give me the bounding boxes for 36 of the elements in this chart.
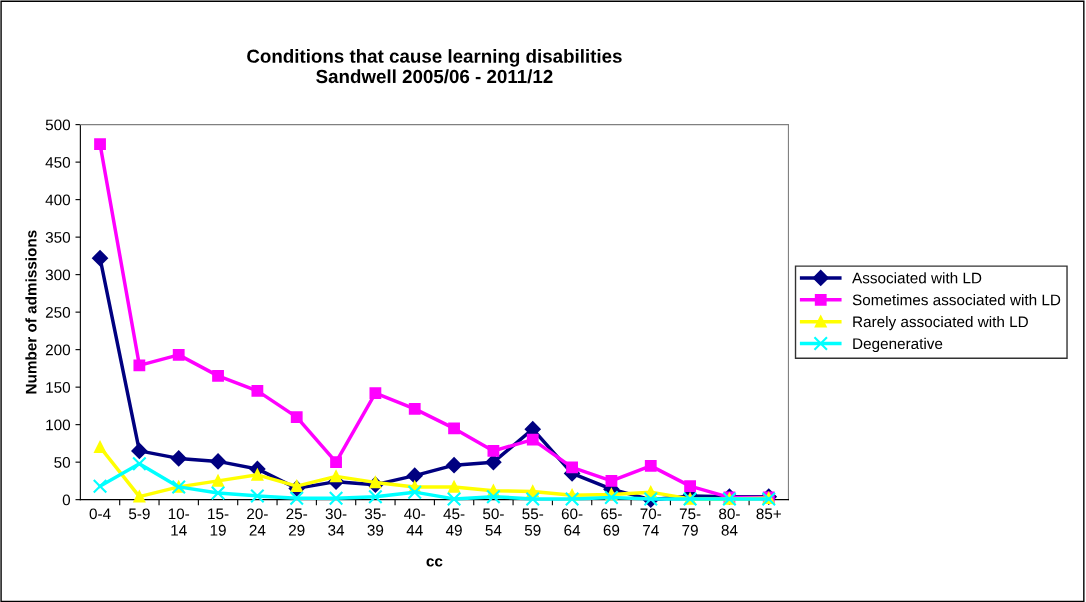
x-tick-label: 65- 69 [601,508,622,536]
x-tick-label: 35- 39 [364,508,386,536]
y-tick-label: 450 [45,156,71,168]
x-axis-title: cc [426,558,443,567]
x-tick-label: 40- 44 [404,508,426,536]
chart-title: Conditions that cause learning disabilities Sandwell 2005/06 - 2011/12 [247,49,622,84]
y-tick-label: 250 [45,307,71,318]
legend-label: Degenerative [853,337,943,353]
y-tick-label: 200 [45,344,71,356]
x-tick-label: 60- 64 [561,508,583,536]
x-tick-label: 80- 84 [719,508,740,536]
y-tick-label: 50 [54,457,71,468]
x-tick-label: 30- 34 [325,508,347,536]
x-tick-label: 5-9 [128,508,150,520]
y-tick-label: 300 [45,269,71,281]
x-tick-label: 50- 54 [482,508,504,536]
x-tick-label: 55- 59 [522,508,544,536]
y-tick-label: 100 [46,419,71,431]
y-tick-label: 500 [45,119,71,131]
x-tick-label: 75- 79 [679,508,701,536]
x-tick-label: 70- 74 [640,508,662,536]
y-tick-label: 0 [62,494,71,506]
x-tick-label: 0-4 [89,508,111,520]
legend-label: Rarely associated with LD [853,315,1028,331]
x-tick-label: 85+ [756,508,781,520]
y-tick-label: 150 [46,382,71,393]
legend-label: Sometimes associated with LD [852,294,1061,306]
x-tick-label: 20- 24 [247,508,268,536]
x-tick-label: 15- 19 [208,508,229,536]
x-tick-label: 10- 14 [168,508,190,536]
x-tick-label: 45- 49 [443,508,465,536]
x-tick-label: 25- 29 [286,508,308,536]
y-axis-title: Number of admissions [25,230,37,394]
legend-label: Associated with LD [852,272,982,284]
y-tick-label: 350 [45,232,71,243]
y-tick-label: 400 [45,194,71,206]
